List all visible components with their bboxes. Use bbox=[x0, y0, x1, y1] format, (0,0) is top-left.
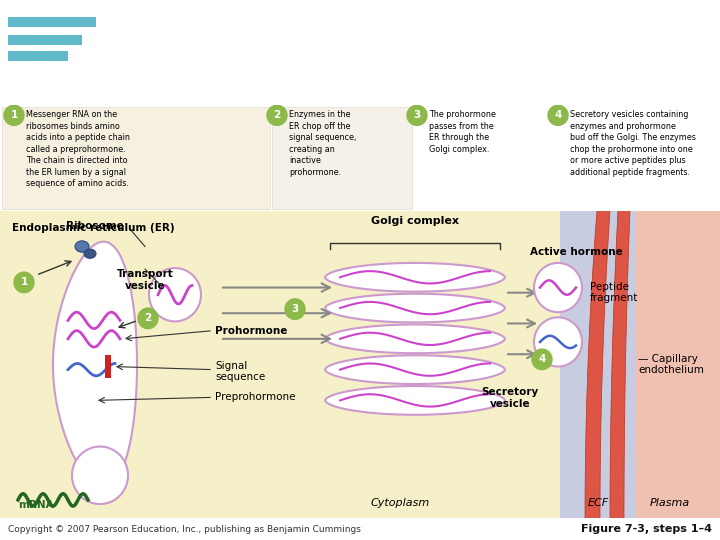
Polygon shape bbox=[53, 242, 137, 487]
Polygon shape bbox=[72, 447, 128, 504]
Bar bbox=[8, 35, 82, 45]
Text: Preprohormone: Preprohormone bbox=[215, 393, 295, 402]
Text: 3: 3 bbox=[292, 304, 299, 314]
Text: Plasma: Plasma bbox=[650, 498, 690, 508]
Text: 4: 4 bbox=[554, 110, 562, 120]
Text: 4: 4 bbox=[539, 354, 546, 364]
Text: 1: 1 bbox=[10, 110, 17, 120]
Text: Secretory
vesicle: Secretory vesicle bbox=[482, 387, 539, 409]
Bar bbox=[8, 17, 96, 27]
Bar bbox=[635, 211, 720, 518]
Circle shape bbox=[267, 105, 287, 125]
Polygon shape bbox=[325, 325, 505, 353]
Bar bbox=[8, 51, 68, 61]
Bar bbox=[2, 107, 270, 208]
Text: Prohormone: Prohormone bbox=[215, 326, 287, 336]
Text: Figure 7-3, steps 1–4: Figure 7-3, steps 1–4 bbox=[581, 524, 712, 534]
Circle shape bbox=[532, 349, 552, 370]
Circle shape bbox=[138, 308, 158, 328]
Text: Messenger RNA on the
ribosomes binds amino
acids into a peptide chain
called a p: Messenger RNA on the ribosomes binds ami… bbox=[26, 110, 130, 188]
Polygon shape bbox=[325, 263, 505, 292]
Text: The prohormone
passes from the
ER through the
Golgi complex.: The prohormone passes from the ER throug… bbox=[429, 110, 496, 154]
Text: mRNA: mRNA bbox=[18, 500, 53, 510]
Text: 1: 1 bbox=[20, 278, 27, 287]
Text: Golgi complex: Golgi complex bbox=[371, 215, 459, 226]
Text: — Capillary
endothelium: — Capillary endothelium bbox=[638, 354, 704, 375]
Text: Peptide
fragment: Peptide fragment bbox=[590, 282, 639, 303]
Circle shape bbox=[149, 268, 201, 321]
Bar bbox=[0, 211, 560, 518]
Ellipse shape bbox=[75, 241, 89, 252]
Text: Cytoplasm: Cytoplasm bbox=[370, 498, 430, 508]
Bar bbox=[272, 107, 412, 208]
Circle shape bbox=[4, 105, 24, 125]
Text: Transport
vesicle: Transport vesicle bbox=[117, 269, 174, 291]
Text: ECF: ECF bbox=[588, 498, 608, 508]
Text: Endoplasmic reticulum (ER): Endoplasmic reticulum (ER) bbox=[12, 223, 175, 233]
Circle shape bbox=[407, 105, 427, 125]
Circle shape bbox=[534, 263, 582, 312]
Bar bbox=[560, 211, 635, 518]
Text: 2: 2 bbox=[145, 313, 152, 323]
Text: Enzymes in the
ER chop off the
signal sequence,
creating an
inactive
prohormone.: Enzymes in the ER chop off the signal se… bbox=[289, 110, 356, 177]
Polygon shape bbox=[325, 355, 505, 384]
Circle shape bbox=[548, 105, 568, 125]
Circle shape bbox=[534, 318, 582, 367]
Circle shape bbox=[14, 272, 34, 293]
Bar bbox=[105, 355, 111, 378]
Text: 3: 3 bbox=[413, 110, 420, 120]
Text: Signal
sequence: Signal sequence bbox=[215, 361, 265, 382]
Text: 2: 2 bbox=[274, 110, 281, 120]
Text: Copyright © 2007 Pearson Education, Inc., publishing as Benjamin Cummings: Copyright © 2007 Pearson Education, Inc.… bbox=[8, 525, 361, 534]
Circle shape bbox=[285, 299, 305, 319]
Text: Peptide Hormone Synthesis,
Packaging, and Release: Peptide Hormone Synthesis, Packaging, an… bbox=[98, 30, 544, 93]
Polygon shape bbox=[325, 294, 505, 322]
Text: Ribosome: Ribosome bbox=[66, 221, 124, 231]
Text: Secretory vesicles containing
enzymes and prohormone
bud off the Golgi. The enzy: Secretory vesicles containing enzymes an… bbox=[570, 110, 696, 177]
Ellipse shape bbox=[84, 249, 96, 258]
Text: Active hormone: Active hormone bbox=[530, 247, 623, 256]
Polygon shape bbox=[325, 386, 505, 415]
